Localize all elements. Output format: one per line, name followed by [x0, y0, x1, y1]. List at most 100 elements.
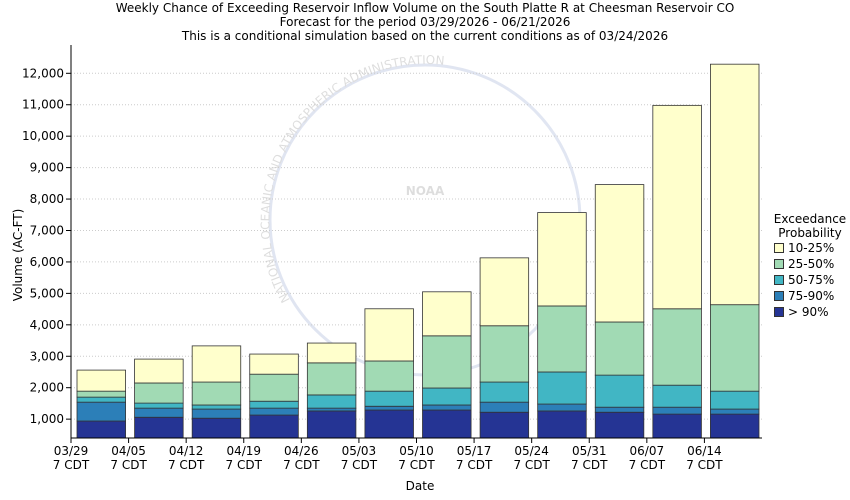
- bar-segment: [134, 358, 184, 384]
- bar-segment: [422, 335, 472, 389]
- bar-segment: [710, 63, 760, 306]
- legend-item: 25-50%: [774, 256, 850, 272]
- watermark-text: NOAA: [406, 184, 445, 198]
- chart-note: This is a conditional simulation based o…: [181, 29, 668, 43]
- bar-segment: [479, 381, 530, 403]
- bar-segment: [652, 413, 702, 439]
- legend-swatch: [774, 243, 784, 253]
- bar-segment: [364, 360, 414, 392]
- x-tick-label: 06/07 7 CDT: [628, 444, 666, 472]
- legend-label: 50-75%: [788, 273, 835, 287]
- x-tick-label: 05/24 7 CDT: [513, 444, 550, 472]
- x-tick-label: 04/26 7 CDT: [283, 444, 320, 472]
- chart-subtitle: Forecast for the period 03/29/2026 - 06/…: [280, 15, 571, 29]
- bar-segment: [594, 406, 645, 413]
- bar-segment: [422, 404, 472, 411]
- bar-segment: [422, 409, 472, 439]
- x-tick-label: 04/05 7 CDT: [110, 444, 147, 472]
- legend-swatch: [774, 291, 784, 301]
- bar-segment: [134, 402, 184, 409]
- bar-segment: [710, 304, 760, 392]
- chart-title: Weekly Chance of Exceeding Reservoir Inf…: [116, 1, 735, 15]
- x-tick-label: 05/17 7 CDT: [455, 444, 493, 472]
- bar-segment: [710, 413, 760, 439]
- y-tick-label: 5,000: [30, 286, 64, 300]
- legend-item: 75-90%: [774, 288, 850, 304]
- bar-segment: [710, 408, 760, 415]
- x-tick-label: 06/14 7 CDT: [686, 444, 723, 472]
- bar-segment: [364, 390, 414, 407]
- bar-segment: [76, 369, 126, 392]
- bar-segment: [249, 400, 299, 409]
- x-tick-label: 05/10 7 CDT: [398, 444, 435, 472]
- bar-segment: [537, 371, 587, 405]
- y-tick-label: 6,000: [30, 255, 64, 269]
- y-tick-label: 7,000: [30, 223, 64, 237]
- bar-segment: [594, 374, 645, 408]
- bar-segment: [710, 390, 760, 410]
- bar-segment: [249, 407, 299, 416]
- bar-segment: [134, 382, 184, 404]
- legend-label: 10-25%: [788, 241, 835, 255]
- bar-segment: [479, 411, 530, 439]
- x-tick-label: 05/31 7 CDT: [571, 444, 608, 472]
- bar-segment: [364, 409, 414, 439]
- bar-segment: [594, 184, 645, 323]
- legend-label: 25-50%: [788, 257, 835, 271]
- legend-label: > 90%: [788, 305, 829, 319]
- y-tick-label: 1,000: [30, 412, 64, 426]
- y-tick-label: 8,000: [30, 192, 64, 206]
- legend: Exceedance Probability 10-25% 25-50% 50-75…: [770, 212, 850, 320]
- bar-segment: [364, 405, 414, 411]
- bar-segment: [76, 396, 126, 403]
- bar-segment: [306, 410, 357, 439]
- bar-segment: [479, 257, 530, 327]
- bar-segment: [364, 308, 414, 362]
- legend-item: 10-25%: [774, 240, 850, 256]
- legend-title: Exceedance Probability: [773, 212, 847, 240]
- bar-segment: [76, 390, 126, 398]
- legend-item: > 90%: [774, 304, 850, 320]
- y-axis-label: Volume (AC-FT): [11, 209, 25, 302]
- bar-segment: [652, 104, 702, 310]
- bar-segment: [479, 401, 530, 413]
- bar-segment: [652, 406, 702, 415]
- bar-segment: [191, 345, 242, 383]
- x-tick-label: 03/29 7 CDT: [52, 444, 90, 472]
- bar-segment: [134, 407, 184, 418]
- y-tick-label: 2,000: [30, 381, 64, 395]
- bar-segment: [306, 342, 357, 364]
- watermark-ring-text: NATIONAL OCEANIC AND ATMOSPHERIC ADMINIS…: [258, 53, 445, 305]
- bar-segment: [537, 410, 587, 439]
- legend-swatch: [774, 259, 784, 269]
- y-tick-label: 10,000: [22, 129, 64, 143]
- y-tick-label: 12,000: [22, 66, 64, 80]
- bar-segment: [479, 325, 530, 383]
- bar-segment: [249, 373, 299, 402]
- legend-label: 75-90%: [788, 289, 835, 303]
- bar-segment: [134, 416, 184, 439]
- legend-swatch: [774, 275, 784, 285]
- x-tick-label: 05/03 7 CDT: [340, 444, 378, 472]
- x-tick-label: 04/19 7 CDT: [225, 444, 262, 472]
- bar-segment: [422, 291, 472, 337]
- y-tick-label: 4,000: [30, 318, 64, 332]
- x-axis-label: Date: [406, 479, 435, 493]
- y-tick-label: 3,000: [30, 349, 64, 363]
- bar-segment: [306, 394, 357, 409]
- y-tick-label: 9,000: [30, 161, 64, 175]
- bar-segment: [306, 362, 357, 396]
- bar-segment: [537, 305, 587, 373]
- bar-segment: [594, 411, 645, 439]
- legend-swatch: [774, 307, 784, 317]
- bar-segment: [652, 308, 702, 386]
- bar-segment: [76, 420, 126, 439]
- bar-segment: [652, 384, 702, 408]
- watermark-ring-path: NATIONAL OCEANIC AND ATMOSPHERIC ADMINIS…: [258, 53, 445, 305]
- bar-segment: [249, 414, 299, 439]
- bar-segment: [191, 381, 242, 406]
- bar-segment: [76, 401, 126, 422]
- bar-segment: [306, 407, 357, 412]
